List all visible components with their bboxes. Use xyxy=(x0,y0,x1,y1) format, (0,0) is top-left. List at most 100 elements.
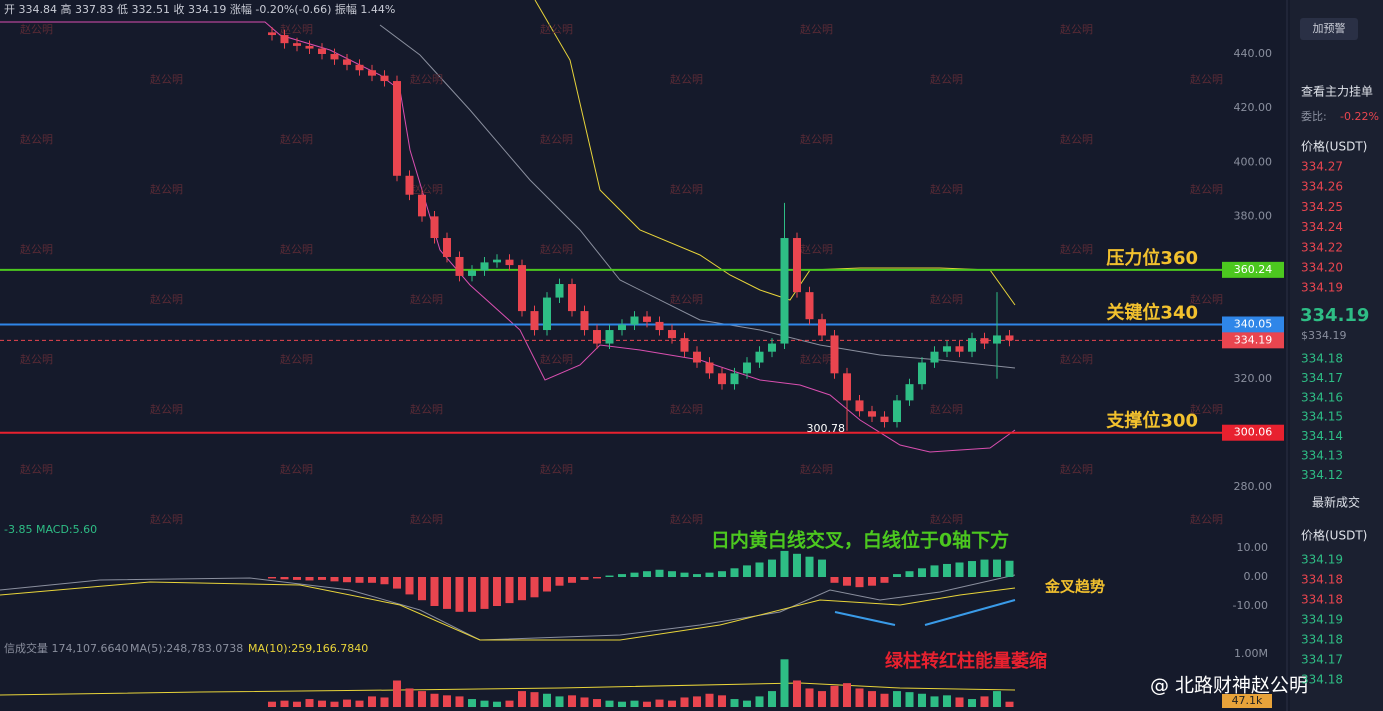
candle-body xyxy=(468,270,476,276)
macd-bar xyxy=(780,550,789,577)
vol-bar xyxy=(280,700,289,707)
vol-bar xyxy=(943,695,951,707)
vol-bar xyxy=(830,685,839,707)
vol-bar xyxy=(843,683,851,707)
last-usd: $334.19 xyxy=(1301,329,1347,342)
level-name: 关键位340 xyxy=(1106,301,1198,323)
watermark: 赵公明 xyxy=(1190,292,1223,306)
candle-body xyxy=(493,259,501,263)
macd-bar xyxy=(480,577,489,609)
vol-bar xyxy=(868,691,876,707)
candle-body xyxy=(293,43,301,46)
candle-body xyxy=(368,70,376,76)
macd-bar xyxy=(893,574,901,577)
vol-ma xyxy=(0,682,1016,696)
macd-bar xyxy=(568,577,576,583)
ratio: -0.22% xyxy=(1340,110,1379,123)
watermark: 赵公明 xyxy=(800,132,833,146)
macd-bar xyxy=(905,571,914,577)
macd-bar xyxy=(355,577,364,583)
vol-bar xyxy=(555,696,564,707)
candle-body xyxy=(343,59,351,65)
vol-tick-label: 1.00M xyxy=(1234,647,1268,660)
bid-price: 334.13 xyxy=(1301,449,1343,463)
macd-bar xyxy=(318,577,326,580)
macd-bar xyxy=(268,577,276,579)
vol-ma5: MA(5):248,783.0738 xyxy=(130,642,243,655)
watermark: 赵公明 xyxy=(1060,242,1093,256)
y-tick-label: 280.00 xyxy=(1234,480,1273,493)
macd-bar xyxy=(518,577,526,601)
macd-bar xyxy=(418,577,426,601)
y-tick-label: 420.00 xyxy=(1234,101,1273,114)
candle-body xyxy=(718,373,726,385)
level-name: 压力位360 xyxy=(1106,247,1198,269)
trade-price: 334.19 xyxy=(1301,553,1343,567)
watermark: 赵公明 xyxy=(20,352,53,366)
macd-bar xyxy=(405,577,414,595)
price-tag xyxy=(1222,316,1284,333)
candle-body xyxy=(905,384,914,401)
price-tag-label: 334.19 xyxy=(1234,333,1273,346)
watermark: 赵公明 xyxy=(150,182,183,196)
macd-bar xyxy=(543,577,551,592)
watermark: 赵公明 xyxy=(930,182,963,196)
watermark: 赵公明 xyxy=(280,242,313,256)
watermark: 赵公明 xyxy=(280,22,313,36)
macd-bar xyxy=(718,571,726,577)
ask-price: 334.19 xyxy=(1301,281,1343,295)
vol-bar xyxy=(268,701,276,707)
trades-title: 最新成交 xyxy=(1312,495,1360,510)
vol-bar xyxy=(955,697,964,707)
watermark: 赵公明 xyxy=(20,22,53,36)
vol-bar xyxy=(393,680,401,707)
watermark: 赵公明 xyxy=(1190,72,1223,86)
macd-bar xyxy=(880,577,889,583)
watermark: 赵公明 xyxy=(670,182,703,196)
trade-price: 334.19 xyxy=(1301,613,1343,627)
candle-body xyxy=(893,400,901,423)
vol-bar xyxy=(693,696,701,707)
vol-bar xyxy=(593,699,601,707)
bid-price: 334.17 xyxy=(1301,371,1343,385)
annotation: 金叉趋势 xyxy=(1044,578,1105,596)
macd-dea xyxy=(0,581,1016,641)
candle-body xyxy=(443,238,451,257)
candle-body xyxy=(505,259,514,266)
macd-tick-label: -10.00 xyxy=(1233,599,1268,612)
watermark: 赵公明 xyxy=(150,402,183,416)
watermark: 赵公明 xyxy=(280,132,313,146)
candle-body xyxy=(430,216,439,239)
vol-bar xyxy=(368,696,376,707)
macd-bar xyxy=(655,569,664,577)
vol-bar xyxy=(543,693,551,707)
candle-body xyxy=(1005,335,1014,341)
macd-tick-label: 0.00 xyxy=(1244,570,1269,583)
macd-bar xyxy=(918,568,926,577)
vol-bar xyxy=(318,700,326,707)
candle-body xyxy=(743,362,751,374)
alert-button[interactable] xyxy=(1300,18,1358,40)
candle-body xyxy=(405,175,414,195)
main-orders[interactable]: 查看主力挂单 xyxy=(1301,85,1373,99)
macd-bar xyxy=(730,568,739,577)
watermark: 赵公明 xyxy=(930,402,963,416)
vol-bar xyxy=(568,695,576,707)
vol-bar xyxy=(618,701,626,707)
vol-bar xyxy=(918,693,926,707)
watermark: 赵公明 xyxy=(930,292,963,306)
macd-bar xyxy=(805,556,814,577)
candle-body xyxy=(280,35,289,44)
price-tag-label: 360.24 xyxy=(1234,263,1273,276)
macd-bar xyxy=(980,559,989,577)
watermark: 赵公明 xyxy=(670,402,703,416)
watermark: 赵公明 xyxy=(280,352,313,366)
vol-bar xyxy=(730,699,739,707)
vol-bar xyxy=(630,700,639,707)
candle-body xyxy=(668,330,676,339)
macd-dif xyxy=(0,574,1016,641)
vol-tag xyxy=(1222,694,1272,708)
vol-bar xyxy=(893,691,901,707)
macd-bar xyxy=(430,577,439,606)
